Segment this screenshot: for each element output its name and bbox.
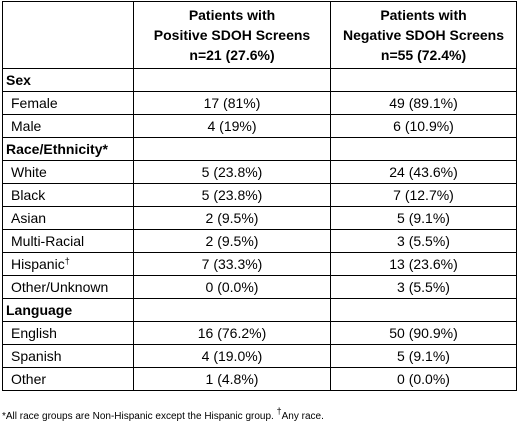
footnote-dagger: † <box>276 406 282 416</box>
positive-value-cell: 5 (23.8%) <box>133 160 331 184</box>
table-row: Other/Unknown 0 (0.0%) 3 (5.5%) <box>2 275 517 299</box>
row-label-cell: Other/Unknown <box>2 275 134 299</box>
row-label-cell: Other <box>2 367 134 391</box>
negative-value-cell: 5 (9.1%) <box>330 206 517 230</box>
section-title: Sex <box>2 68 134 92</box>
negative-value-cell: 50 (90.9%) <box>330 321 517 345</box>
section-row: Sex <box>2 68 517 92</box>
row-label-cell: Male <box>2 114 134 138</box>
row-label: Spanish <box>11 348 62 364</box>
row-label: Male <box>11 118 42 134</box>
header-negative-line-3: n=55 (72.4%) <box>380 47 467 63</box>
negative-value-cell: 13 (23.6%) <box>330 252 517 276</box>
positive-value-cell: 0 (0.0%) <box>133 275 331 299</box>
section-row: Language <box>2 298 517 322</box>
section-row: Race/Ethnicity* <box>2 137 517 161</box>
negative-value-cell: 6 (10.9%) <box>330 114 517 138</box>
table-row: White 5 (23.8%) 24 (43.6%) <box>2 160 517 184</box>
header-blank-cell <box>2 1 134 69</box>
row-label-cell: Spanish <box>2 344 134 368</box>
negative-value-cell: 7 (12.7%) <box>330 183 517 207</box>
row-label: Other <box>11 371 47 387</box>
table-row: Other 1 (4.8%) 0 (0.0%) <box>2 367 517 391</box>
section-empty-cell <box>330 68 517 92</box>
positive-value-cell: 7 (33.3%) <box>133 252 331 276</box>
table-row: Asian 2 (9.5%) 5 (9.1%) <box>2 206 517 230</box>
header-positive-line-3: n=21 (27.6%) <box>189 47 275 63</box>
demographics-table: Patients with Positive SDOH Screens n=21… <box>2 1 517 391</box>
section-title: Language <box>2 298 134 322</box>
row-label: Other/Unknown <box>11 279 109 295</box>
row-label: Multi-Racial <box>11 233 85 249</box>
row-label-cell: Female <box>2 91 134 115</box>
footnote-tail: Any race. <box>281 411 324 422</box>
negative-value-cell: 0 (0.0%) <box>330 367 517 391</box>
row-label-superscript: † <box>64 256 70 266</box>
negative-value-cell: 24 (43.6%) <box>330 160 517 184</box>
table-row: Black 5 (23.8%) 7 (12.7%) <box>2 183 517 207</box>
row-label-cell: Asian <box>2 206 134 230</box>
table-footnote: *All race groups are Non-Hispanic except… <box>2 407 324 423</box>
positive-value-cell: 4 (19%) <box>133 114 331 138</box>
table-row: Hispanic† 7 (33.3%) 13 (23.6%) <box>2 252 517 276</box>
positive-value-cell: 2 (9.5%) <box>133 206 331 230</box>
row-label-cell: Hispanic† <box>2 252 134 276</box>
row-label-cell: Black <box>2 183 134 207</box>
header-negative-screens: Patients with Negative SDOH Screens n=55… <box>330 1 517 69</box>
section-title: Race/Ethnicity* <box>2 137 134 161</box>
section-empty-cell <box>133 137 331 161</box>
row-label: Asian <box>11 210 47 226</box>
table-body: Sex Female 17 (81%) 49 (89.1%) Male 4 (19%) 6 … <box>2 68 517 391</box>
row-label: White <box>11 164 47 180</box>
negative-value-cell: 5 (9.1%) <box>330 344 517 368</box>
row-label-cell: English <box>2 321 134 345</box>
row-label: Female <box>11 95 58 111</box>
row-label-cell: Multi-Racial <box>2 229 134 253</box>
row-label: Black <box>11 187 46 203</box>
section-empty-cell <box>133 298 331 322</box>
positive-value-cell: 2 (9.5%) <box>133 229 331 253</box>
table-row: Multi-Racial 2 (9.5%) 3 (5.5%) <box>2 229 517 253</box>
negative-value-cell: 49 (89.1%) <box>330 91 517 115</box>
row-label-cell: White <box>2 160 134 184</box>
positive-value-cell: 4 (19.0%) <box>133 344 331 368</box>
section-empty-cell <box>330 298 517 322</box>
footnote-main: *All race groups are Non-Hispanic except… <box>2 411 277 422</box>
negative-value-cell: 3 (5.5%) <box>330 275 517 299</box>
section-empty-cell <box>330 137 517 161</box>
positive-value-cell: 17 (81%) <box>133 91 331 115</box>
row-label: English <box>11 325 57 341</box>
positive-value-cell: 5 (23.8%) <box>133 183 331 207</box>
negative-value-cell: 3 (5.5%) <box>330 229 517 253</box>
table-row: English 16 (76.2%) 50 (90.9%) <box>2 321 517 345</box>
section-empty-cell <box>133 68 331 92</box>
header-negative-line-1: Patients with <box>380 7 467 23</box>
header-positive-line-2: Positive SDOH Screens <box>153 27 311 43</box>
positive-value-cell: 16 (76.2%) <box>133 321 331 345</box>
positive-value-cell: 1 (4.8%) <box>133 367 331 391</box>
table-header-row: Patients with Positive SDOH Screens n=21… <box>2 1 517 69</box>
table-row: Spanish 4 (19.0%) 5 (9.1%) <box>2 344 517 368</box>
table-row: Female 17 (81%) 49 (89.1%) <box>2 91 517 115</box>
row-label: Hispanic <box>11 256 65 272</box>
header-positive-line-1: Patients with <box>188 7 276 23</box>
header-negative-line-2: Negative SDOH Screens <box>342 27 505 43</box>
header-positive-screens: Patients with Positive SDOH Screens n=21… <box>133 1 331 69</box>
table-row: Male 4 (19%) 6 (10.9%) <box>2 114 517 138</box>
